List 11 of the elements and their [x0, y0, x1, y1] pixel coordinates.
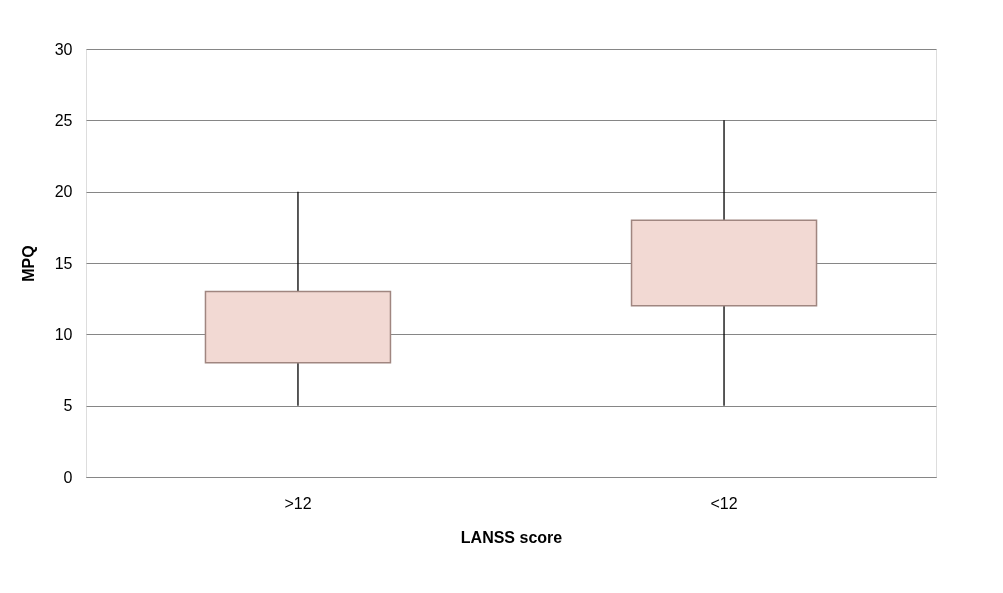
y-tick-label: 0: [63, 468, 73, 486]
x-tick-label: >12: [284, 494, 312, 512]
y-tick-label: 20: [54, 183, 73, 201]
x-tick-label: <12: [710, 494, 738, 512]
y-tick-label: 15: [54, 254, 73, 272]
y-axis-title: MPQ: [19, 245, 37, 282]
y-tick-label: 5: [63, 397, 73, 415]
x-axis-title: LANSS score: [460, 528, 563, 546]
y-tick-label: 25: [54, 111, 73, 129]
y-tick-label: 30: [54, 40, 73, 58]
y-tick-label: 10: [54, 325, 73, 343]
